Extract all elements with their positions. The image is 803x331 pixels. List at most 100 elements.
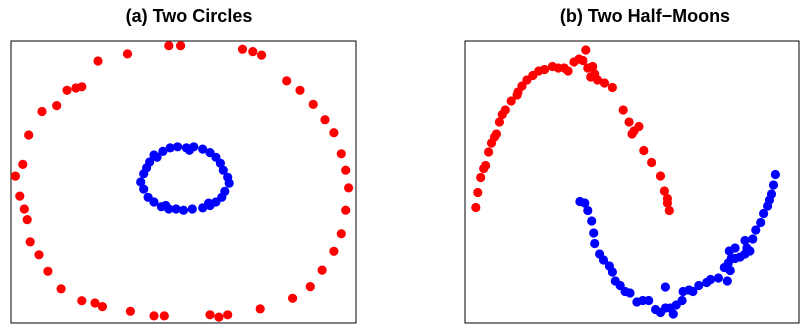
data-point (165, 143, 175, 153)
series-1-points (575, 169, 780, 319)
data-point (491, 129, 501, 139)
data-point (171, 204, 181, 214)
data-point (71, 83, 81, 93)
data-point (713, 273, 723, 283)
data-point (37, 106, 47, 117)
data-point (77, 296, 87, 306)
data-point (768, 180, 779, 190)
data-point (341, 165, 351, 175)
data-point (770, 169, 780, 180)
data-point (34, 250, 44, 260)
data-point (740, 235, 750, 246)
data-point (19, 204, 29, 214)
data-point (288, 293, 298, 303)
data-point (759, 208, 769, 219)
data-point (607, 267, 617, 277)
data-point (588, 61, 598, 72)
data-point (295, 85, 305, 95)
data-point (317, 265, 327, 275)
data-point (139, 184, 149, 194)
data-point (97, 302, 107, 312)
data-point (152, 152, 162, 162)
data-point (725, 265, 735, 276)
data-point (22, 215, 32, 225)
data-point (598, 255, 609, 265)
plot-frame (464, 40, 800, 324)
data-point (618, 105, 628, 115)
data-point (15, 191, 25, 201)
data-point (161, 200, 171, 211)
data-point (122, 49, 133, 59)
data-point (136, 177, 146, 187)
data-point (593, 75, 603, 85)
data-point (494, 117, 504, 127)
chart-title: (b) Two Half−Moons (559, 6, 731, 26)
data-point (563, 66, 573, 76)
data-point (336, 149, 346, 159)
data-point (624, 117, 634, 127)
chart-panel-two-half-moons: (b) Two Half−Moons (455, 0, 803, 331)
data-point (24, 130, 34, 140)
scatter-plot-two-circles (10, 40, 357, 324)
data-point (706, 274, 716, 285)
data-point (93, 56, 103, 66)
data-point (43, 266, 53, 276)
data-point (581, 45, 591, 55)
data-point (305, 282, 315, 292)
data-point (589, 228, 599, 238)
data-point (660, 282, 670, 292)
data-point (159, 311, 169, 321)
data-point (540, 64, 550, 75)
data-point (471, 202, 481, 213)
data-point (205, 310, 215, 320)
data-point (248, 47, 258, 57)
chart-title: (a) Two Circles (125, 6, 253, 26)
data-point (143, 192, 153, 202)
data-point (125, 306, 135, 316)
data-point (583, 205, 593, 216)
data-point (344, 183, 354, 193)
data-point (473, 187, 483, 198)
scatter-plot-two-half-moons (464, 40, 800, 324)
data-point (580, 198, 590, 208)
data-point (748, 234, 758, 244)
data-point (336, 229, 346, 239)
data-point (647, 157, 657, 168)
data-point (639, 145, 649, 156)
data-point (56, 284, 66, 294)
data-point (745, 246, 755, 256)
data-point (187, 204, 197, 214)
data-point (173, 142, 183, 152)
data-point (476, 172, 486, 183)
data-point (664, 205, 674, 216)
data-point (688, 286, 698, 297)
data-point (204, 198, 214, 208)
data-point (215, 158, 225, 168)
data-point (142, 163, 152, 173)
data-point (62, 85, 72, 95)
data-point (320, 115, 330, 125)
data-point (255, 304, 265, 314)
data-point (607, 82, 617, 93)
data-point (214, 312, 224, 322)
series-1-points (136, 142, 234, 215)
data-point (178, 205, 189, 215)
data-point (184, 145, 194, 155)
data-point (329, 246, 339, 256)
data-point (224, 178, 234, 188)
data-point (662, 198, 672, 208)
data-point (329, 128, 339, 138)
data-point (90, 298, 100, 308)
data-point (629, 126, 639, 136)
plot-frame (10, 40, 357, 324)
data-point (668, 309, 678, 319)
data-point (587, 216, 597, 226)
data-point (756, 217, 766, 228)
data-point (52, 101, 62, 111)
data-point (586, 72, 596, 82)
data-point (694, 280, 704, 291)
data-point (484, 147, 494, 157)
data-point (590, 238, 600, 249)
data-point (766, 189, 777, 199)
data-point (751, 225, 761, 235)
